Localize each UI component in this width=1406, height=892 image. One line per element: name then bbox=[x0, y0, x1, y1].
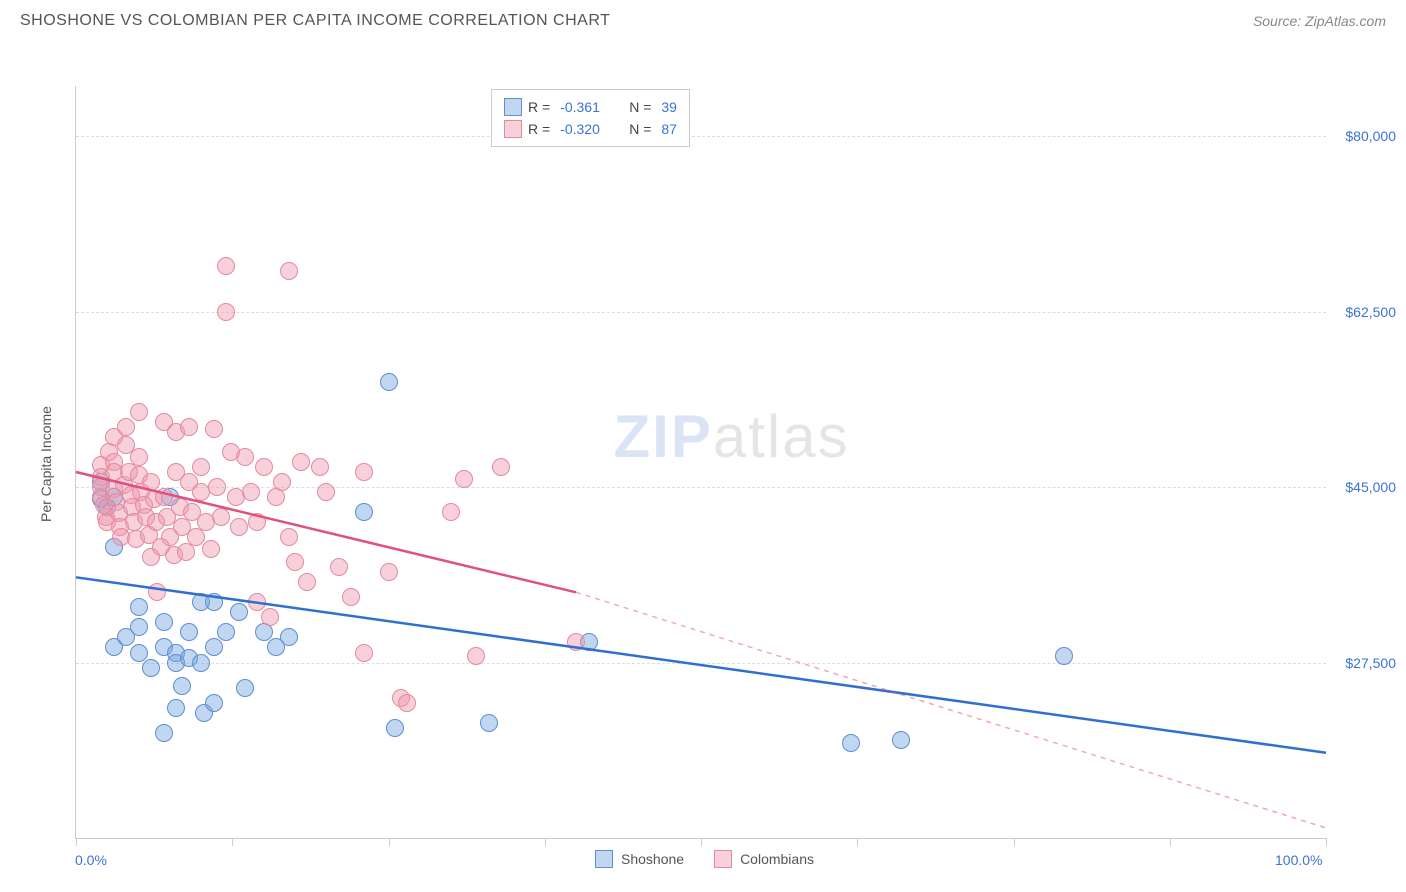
legend-row: R = -0.361 N = 39 bbox=[504, 96, 677, 118]
legend-r-value: -0.361 bbox=[560, 99, 615, 115]
legend-r-label: R = bbox=[528, 99, 550, 115]
trend-line bbox=[76, 472, 576, 592]
x-tick bbox=[76, 838, 77, 846]
chart-title: SHOSHONE VS COLOMBIAN PER CAPITA INCOME … bbox=[20, 12, 610, 30]
legend-swatch bbox=[595, 850, 613, 868]
legend-n-label: N = bbox=[629, 121, 651, 137]
x-axis-min-label: 0.0% bbox=[75, 852, 107, 868]
x-tick bbox=[545, 838, 546, 846]
series-legend: Shoshone Colombians bbox=[595, 850, 814, 868]
trend-lines bbox=[76, 86, 1326, 838]
legend-item: Colombians bbox=[714, 850, 814, 868]
source-label: Source: ZipAtlas.com bbox=[1253, 13, 1386, 29]
legend-n-label: N = bbox=[629, 99, 651, 115]
trend-line-dashed bbox=[576, 592, 1326, 828]
legend-n-value: 39 bbox=[661, 99, 677, 115]
trend-line bbox=[76, 577, 1326, 752]
legend-swatch bbox=[714, 850, 732, 868]
legend-n-value: 87 bbox=[661, 121, 677, 137]
header: SHOSHONE VS COLOMBIAN PER CAPITA INCOME … bbox=[0, 0, 1406, 38]
x-tick bbox=[1170, 838, 1171, 846]
correlation-legend: R = -0.361 N = 39 R = -0.320 N = 87 bbox=[491, 89, 690, 147]
legend-r-value: -0.320 bbox=[560, 121, 615, 137]
legend-series-name: Shoshone bbox=[621, 851, 684, 867]
x-tick bbox=[389, 838, 390, 846]
x-axis-max-label: 100.0% bbox=[1275, 852, 1322, 868]
x-tick bbox=[1014, 838, 1015, 846]
legend-swatch bbox=[504, 98, 522, 116]
x-tick bbox=[857, 838, 858, 846]
x-tick bbox=[232, 838, 233, 846]
x-tick bbox=[1326, 838, 1327, 846]
y-tick-label: $27,500 bbox=[1336, 655, 1396, 671]
y-axis-label: Per Capita Income bbox=[38, 406, 54, 522]
plot-area: $27,500$45,000$62,500$80,000ZIPatlasR =-… bbox=[75, 86, 1326, 839]
legend-item: Shoshone bbox=[595, 850, 684, 868]
legend-swatch bbox=[504, 120, 522, 138]
chart-area: $27,500$45,000$62,500$80,000ZIPatlasR =-… bbox=[20, 38, 1386, 888]
x-tick bbox=[701, 838, 702, 846]
y-tick-label: $62,500 bbox=[1336, 304, 1396, 320]
legend-series-name: Colombians bbox=[740, 851, 814, 867]
legend-row: R = -0.320 N = 87 bbox=[504, 118, 677, 140]
legend-r-label: R = bbox=[528, 121, 550, 137]
y-tick-label: $45,000 bbox=[1336, 479, 1396, 495]
y-tick-label: $80,000 bbox=[1336, 128, 1396, 144]
